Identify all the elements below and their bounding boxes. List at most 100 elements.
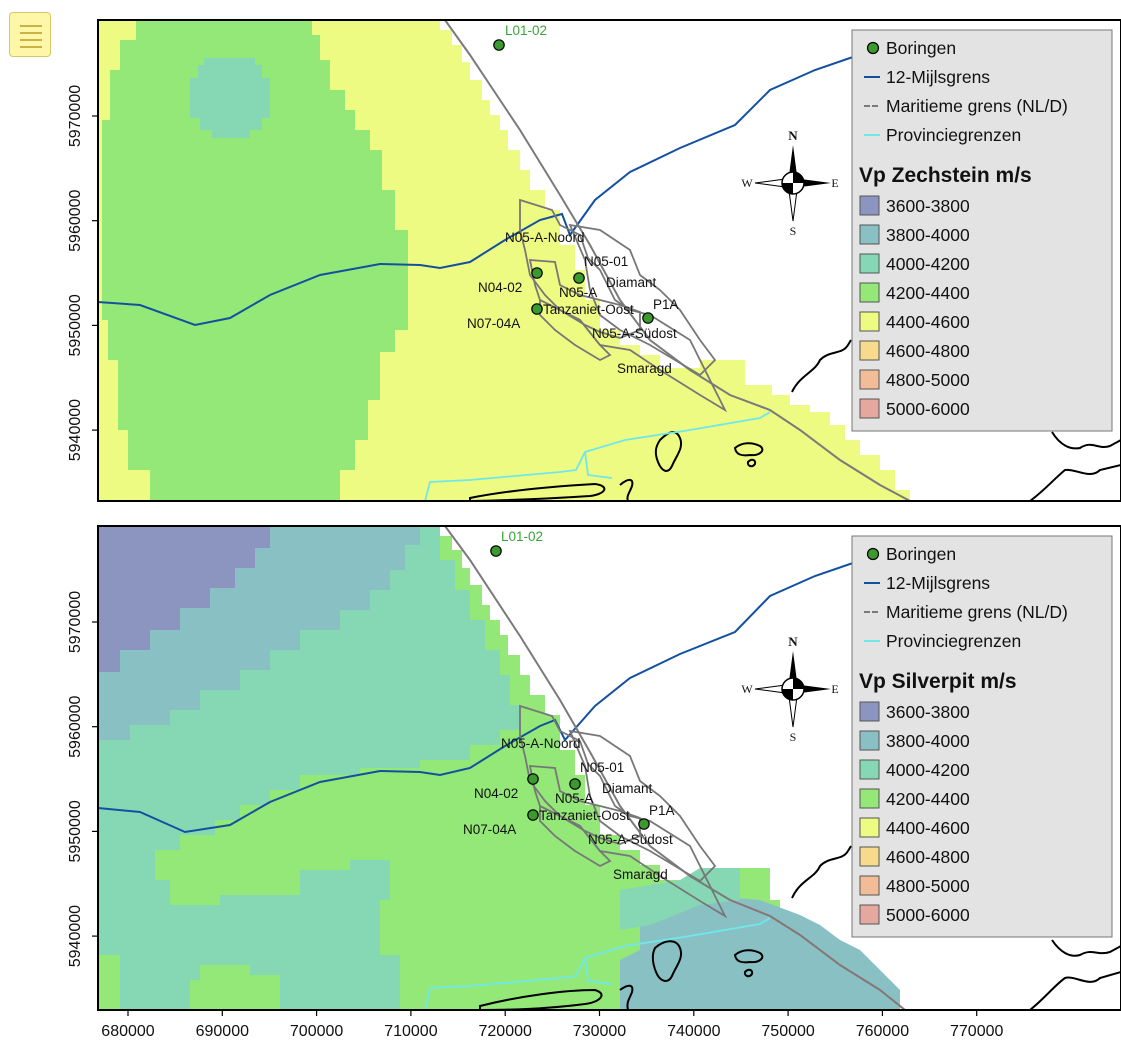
- well-marker[interactable]: [490, 545, 502, 557]
- map-frame-bottom: [97, 525, 1121, 1011]
- compass-west-label: W: [741, 682, 753, 696]
- x-axis-tick-label: 750000: [761, 1023, 814, 1040]
- legend-provincial-label: Provinciegrenzen: [886, 631, 1021, 651]
- legend-class-label: 4800-5000: [886, 370, 970, 390]
- compass-north-label: N: [788, 128, 798, 143]
- legend-box: [851, 535, 1113, 938]
- x-axis-tick-label: 770000: [950, 1023, 1003, 1040]
- well-label: N05-01: [580, 760, 624, 775]
- y-axis-tick-label: 5950000: [67, 294, 84, 356]
- coastline: [1029, 971, 1121, 1010]
- well-marker[interactable]: [531, 303, 543, 315]
- velocity-4000-4200-zone: [620, 868, 740, 930]
- wells-panel-2: L01-02 N05-A-Noord N05-01 Diamant N04-02 N05-…: [463, 529, 675, 882]
- x-axis-tick-label: 720000: [479, 1023, 532, 1040]
- legend-class-swatch: [859, 788, 880, 809]
- y-axis-tick-label: 5970000: [67, 591, 84, 653]
- legend-maritime-label: Maritieme grens (NL/D): [886, 96, 1068, 116]
- menu-button[interactable]: [9, 12, 51, 57]
- legend-class-label: 4000-4200: [886, 254, 970, 274]
- legend-class-label: 4400-4600: [886, 312, 970, 332]
- well-label: L01-02: [501, 529, 543, 544]
- legend-title: Vp Silverpit m/s: [859, 670, 1017, 693]
- velocity-4000-4200-zone: [190, 58, 270, 138]
- twelve-mile-line: [98, 51, 871, 327]
- well-label: N05-A: [555, 791, 593, 806]
- legend-class-label: 4600-4800: [886, 847, 970, 867]
- island-outline: [651, 940, 682, 982]
- legend-class-label: 3800-4000: [886, 225, 970, 245]
- legend-class-label: 3600-3800: [886, 702, 970, 722]
- coastline: [619, 478, 634, 501]
- well-label: P1A: [649, 803, 675, 818]
- legend-box: [851, 29, 1113, 432]
- island-outline: [733, 442, 764, 457]
- legend-class-label: 4000-4200: [886, 760, 970, 780]
- compass-north-label: N: [788, 634, 798, 649]
- legend-class-swatch: [859, 398, 880, 419]
- compass-east-label: E: [831, 176, 838, 190]
- legend-class-label: 4800-5000: [886, 876, 970, 896]
- legend-class-swatch: [859, 904, 880, 925]
- x-axis-tick-label: 700000: [290, 1023, 343, 1040]
- compass-west-label: W: [741, 176, 753, 190]
- y-axis-tick-label: 5960000: [67, 695, 84, 757]
- velocity-4200-4400-zone: [102, 20, 408, 501]
- legend-wells-symbol: [866, 547, 880, 561]
- map-frame-top: [97, 19, 1121, 502]
- y-axis-tick-label: 5960000: [67, 189, 84, 251]
- legend-class-label: 4200-4400: [886, 283, 970, 303]
- north-arrow-compass-icon: N S E W: [741, 634, 838, 744]
- legend-wells-symbol: [866, 41, 880, 55]
- legend-class-swatch: [859, 875, 880, 896]
- well-marker[interactable]: [638, 818, 650, 830]
- compass-east-label: E: [831, 682, 838, 696]
- provincial-boundary: [424, 411, 771, 501]
- compass-south-label: S: [790, 224, 797, 238]
- legend-title: Vp Zechstein m/s: [859, 164, 1032, 187]
- well-label: Tanzaniet-Oost: [539, 808, 630, 823]
- legend-class-swatch: [859, 195, 880, 216]
- well-label: N04-02: [478, 280, 522, 295]
- well-label: N05-A-Noord: [501, 736, 581, 751]
- legend-class-swatch: [859, 224, 880, 245]
- island-outline: [733, 949, 764, 964]
- legend-class-label: 5000-6000: [886, 905, 970, 925]
- gas-field-outlines: [519, 198, 728, 413]
- provincial-boundary: [584, 957, 613, 985]
- hamburger-line: [20, 32, 42, 34]
- legend-twelve-mile-label: 12-Mijlsgrens: [886, 573, 990, 593]
- island-outline: [743, 968, 754, 978]
- well-marker[interactable]: [569, 778, 581, 790]
- coastline: [791, 845, 852, 899]
- well-label: N07-04A: [463, 822, 516, 837]
- well-label: L01-02: [505, 23, 547, 38]
- legend-class-label: 4200-4400: [886, 789, 970, 809]
- well-label: N05-01: [584, 254, 628, 269]
- velocity-3600-3800-zone: [98, 526, 270, 672]
- well-label: Diamant: [602, 781, 653, 796]
- well-label: N07-04A: [467, 316, 520, 331]
- y-axis-tick-label: 5940000: [67, 399, 84, 461]
- well-label: N05-A: [559, 285, 597, 300]
- provincial-boundary: [584, 451, 613, 479]
- well-marker[interactable]: [573, 272, 585, 284]
- legend-class-swatch: [859, 846, 880, 867]
- well-marker[interactable]: [493, 39, 505, 51]
- well-marker[interactable]: [531, 267, 543, 279]
- legend-panel-2: Boringen 12-Mijlsgrens Maritieme grens (NL…: [851, 535, 1113, 938]
- x-axis-tick-label: 710000: [384, 1023, 437, 1040]
- maritime-boundary: [729, 899, 906, 1010]
- coastline: [1051, 939, 1121, 957]
- well-marker[interactable]: [527, 773, 539, 785]
- maritime-boundary: [444, 20, 911, 501]
- legend-panel-1: Boringen 12-Mijlsgrens Maritieme grens (NL…: [851, 29, 1113, 432]
- well-marker[interactable]: [642, 312, 654, 324]
- legend-twelve-mile-label: 12-Mijlsgrens: [886, 67, 990, 87]
- coastline: [1029, 464, 1121, 501]
- legend-class-swatch: [859, 817, 880, 838]
- island-outline: [469, 482, 606, 501]
- wells-panel-1: L01-02 N05-A-Noord N05-01 Diamant N04-02 N05-…: [467, 23, 679, 376]
- well-marker[interactable]: [527, 809, 539, 821]
